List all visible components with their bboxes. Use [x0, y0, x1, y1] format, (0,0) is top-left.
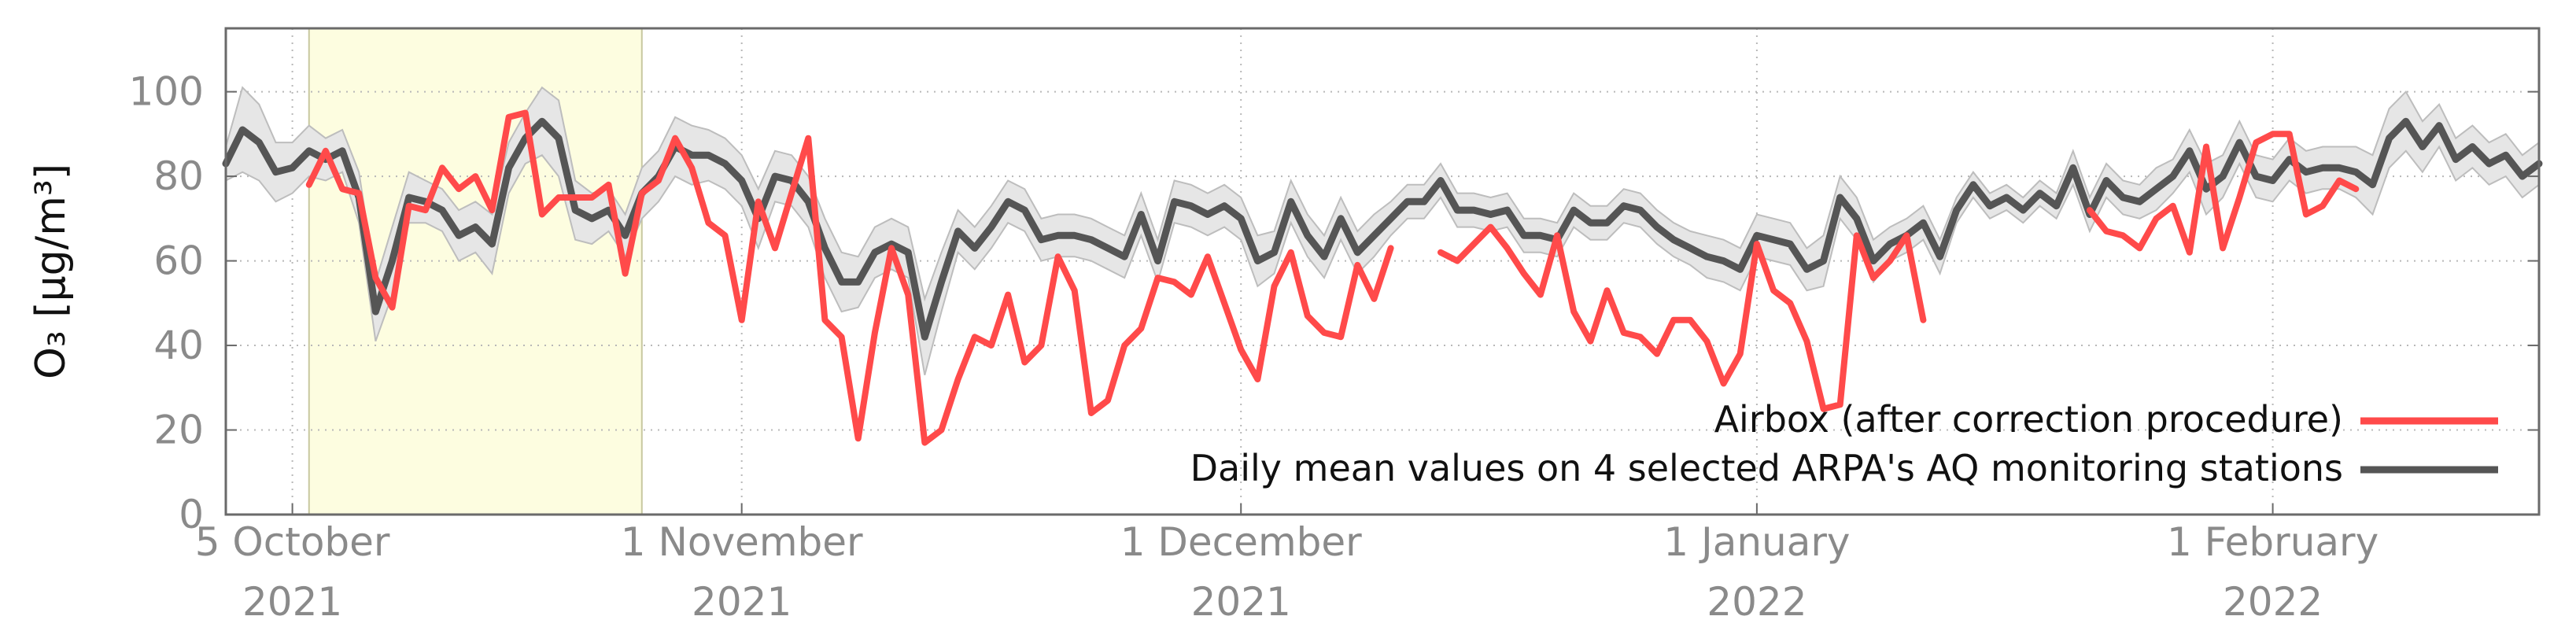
- shaded-period-layer: [308, 28, 643, 515]
- plot-frame: [224, 27, 2541, 516]
- x-tick-label: 1 December: [1120, 519, 1362, 565]
- x-tick-label: 1 November: [621, 519, 863, 565]
- series-line-airbox: [2086, 131, 2360, 256]
- x-tick-year-label: 2022: [1707, 579, 1807, 625]
- y-tick-label: 60: [153, 238, 204, 284]
- series-layer: [222, 109, 2543, 446]
- x-tick-year-label: 2022: [2223, 579, 2323, 625]
- legend-label-arpa: Daily mean values on 4 selected ARPA's A…: [1190, 447, 2343, 489]
- x-tick-year-label: 2021: [1191, 579, 1291, 625]
- x-tick-year-label: 2021: [692, 579, 792, 625]
- x-axis: 5 October 2021 1 November 2021 1 December 202…: [195, 504, 2379, 625]
- y-tick-label: 80: [153, 153, 204, 199]
- x-tick-label: 5 October: [195, 519, 390, 565]
- legend: Airbox (after correction procedure) Dail…: [1190, 398, 2498, 489]
- y-tick-label: 0: [179, 492, 204, 537]
- x-tick-label: 1 January: [1663, 519, 1850, 565]
- y-tick-label: 100: [129, 69, 204, 115]
- y-tick-label: 40: [153, 323, 204, 368]
- y-axis-label: O₃ [µg/m³]: [28, 164, 75, 379]
- y-tick-label: 20: [153, 408, 204, 453]
- x-tick-label: 1 February: [2167, 519, 2379, 565]
- shaded-period: [308, 28, 643, 515]
- series-line-airbox: [305, 109, 1394, 446]
- y-axis: 0 20 40 60 80 100: [129, 69, 2539, 537]
- series-line-airbox: [1437, 223, 1927, 412]
- legend-label-airbox: Airbox (after correction procedure): [1714, 398, 2343, 441]
- x-tick-year-label: 2021: [242, 579, 342, 625]
